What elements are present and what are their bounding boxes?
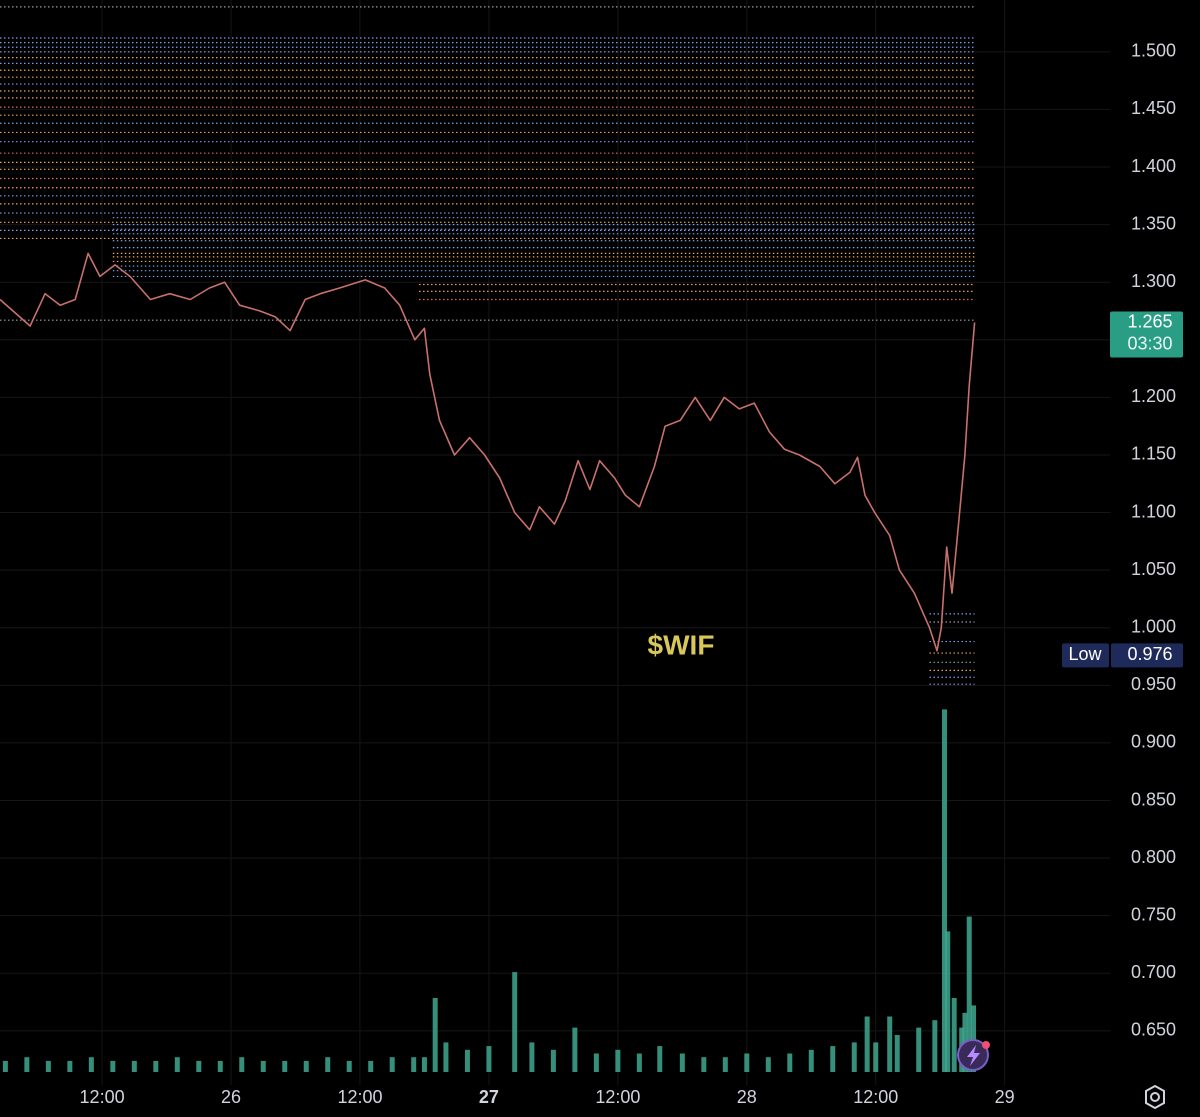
volume-bar xyxy=(512,972,518,1072)
volume-bar xyxy=(217,1060,223,1072)
axes: 0.650 0.700 0.750 0.800 0.850 0.900 0.950 1.000… xyxy=(80,41,1183,1107)
volume-bar xyxy=(894,1035,900,1072)
volume-bar xyxy=(260,1060,266,1072)
volume-bar xyxy=(701,1057,707,1072)
y-tick-label: 1.300 xyxy=(1131,271,1176,291)
low-tag xyxy=(1062,643,1109,668)
last-price-label: 1.265 xyxy=(1127,311,1172,331)
volume-bar xyxy=(971,1005,977,1072)
volume-bar xyxy=(389,1057,395,1072)
annotation: $WIF xyxy=(648,629,715,660)
low-badge xyxy=(1111,643,1183,668)
volume-bar xyxy=(615,1049,621,1072)
y-tick-label: 0.850 xyxy=(1131,789,1176,809)
volume-bar xyxy=(325,1057,331,1072)
volume-bar xyxy=(486,1046,492,1072)
volume-bar xyxy=(657,1046,663,1072)
volume-bar xyxy=(808,1049,814,1072)
volume-bar xyxy=(67,1060,73,1072)
volume-bar xyxy=(421,1057,427,1072)
y-tick-label: 1.200 xyxy=(1131,386,1176,406)
volume-bar xyxy=(346,1060,352,1072)
volume-bar xyxy=(303,1060,309,1072)
volume-bar xyxy=(966,916,972,1072)
volume-bar xyxy=(282,1060,288,1072)
volume-bar xyxy=(411,1057,417,1072)
volume-bar xyxy=(945,931,951,1072)
volume-bar xyxy=(239,1057,245,1072)
y-tick-label: 0.650 xyxy=(1131,1020,1176,1040)
volume-bar xyxy=(787,1053,793,1072)
volume-bar xyxy=(2,1060,8,1072)
volume-bar xyxy=(153,1060,159,1072)
volume-bar xyxy=(443,1042,449,1072)
grid xyxy=(0,0,1110,1085)
settings-icon[interactable] xyxy=(1145,1084,1165,1110)
volume-bar xyxy=(679,1053,685,1072)
volume-bar xyxy=(88,1057,94,1072)
y-tick-label: 1.000 xyxy=(1131,616,1176,636)
x-tick-label: 12:00 xyxy=(853,1087,898,1107)
volume-bar xyxy=(368,1060,374,1072)
volume-bar xyxy=(830,1046,836,1072)
price-line xyxy=(0,252,976,652)
volume-bar xyxy=(942,709,948,1072)
y-tick-label: 0.750 xyxy=(1131,904,1176,924)
x-tick-label: 12:00 xyxy=(337,1087,382,1107)
x-tick-label: 12:00 xyxy=(80,1087,125,1107)
volume-bar xyxy=(864,1016,870,1072)
volume-bar xyxy=(550,1049,556,1072)
volume-bar xyxy=(572,1027,578,1072)
last-price-badge xyxy=(1110,311,1183,358)
y-tick-label: 1.050 xyxy=(1131,559,1176,579)
y-tick-label: 0.800 xyxy=(1131,847,1176,867)
volume-bar xyxy=(916,1027,922,1072)
volume-bar xyxy=(174,1057,180,1072)
last-price-time: 03:30 xyxy=(1127,333,1172,353)
x-tick-label: 29 xyxy=(995,1087,1015,1107)
volume-bar xyxy=(744,1053,750,1072)
x-tick-label: 28 xyxy=(737,1087,757,1107)
volume-bar xyxy=(593,1053,599,1072)
volume-bar xyxy=(722,1057,728,1072)
volume-bar xyxy=(464,1049,470,1072)
x-tick-label: 27 xyxy=(479,1087,499,1107)
y-tick-label: 0.700 xyxy=(1131,962,1176,982)
y-tick-label: 1.150 xyxy=(1131,444,1176,464)
x-tick-label: 12:00 xyxy=(595,1087,640,1107)
volume xyxy=(2,709,977,1072)
volume-bar xyxy=(951,998,957,1072)
low-value: 0.976 xyxy=(1127,644,1172,664)
y-tick-label: 1.450 xyxy=(1131,98,1176,118)
volume-bar xyxy=(24,1057,30,1072)
volume-bar xyxy=(932,1020,938,1072)
volume-bar xyxy=(131,1060,137,1072)
x-tick-label: 26 xyxy=(221,1087,241,1107)
y-tick-label: 1.500 xyxy=(1131,41,1176,61)
price-plot xyxy=(0,252,976,652)
low-tag-label: Low xyxy=(1068,644,1102,664)
y-tick-label: 1.400 xyxy=(1131,156,1176,176)
volume-bar xyxy=(887,1016,893,1072)
volume-bar xyxy=(432,998,438,1072)
y-tick-label: 0.950 xyxy=(1131,674,1176,694)
volume-bar xyxy=(110,1060,116,1072)
volume-bar xyxy=(529,1042,535,1072)
volume-bar xyxy=(873,1042,879,1072)
y-tick-label: 1.350 xyxy=(1131,213,1176,233)
volume-bar xyxy=(851,1042,857,1072)
volume-bar xyxy=(196,1060,202,1072)
y-tick-label: 1.100 xyxy=(1131,501,1176,521)
lightning-icon[interactable] xyxy=(957,1039,990,1071)
levels xyxy=(0,6,975,685)
y-tick-label: 0.900 xyxy=(1131,732,1176,752)
volume-bar xyxy=(45,1060,51,1072)
volume-bar xyxy=(636,1053,642,1072)
volume-bar xyxy=(765,1057,771,1072)
